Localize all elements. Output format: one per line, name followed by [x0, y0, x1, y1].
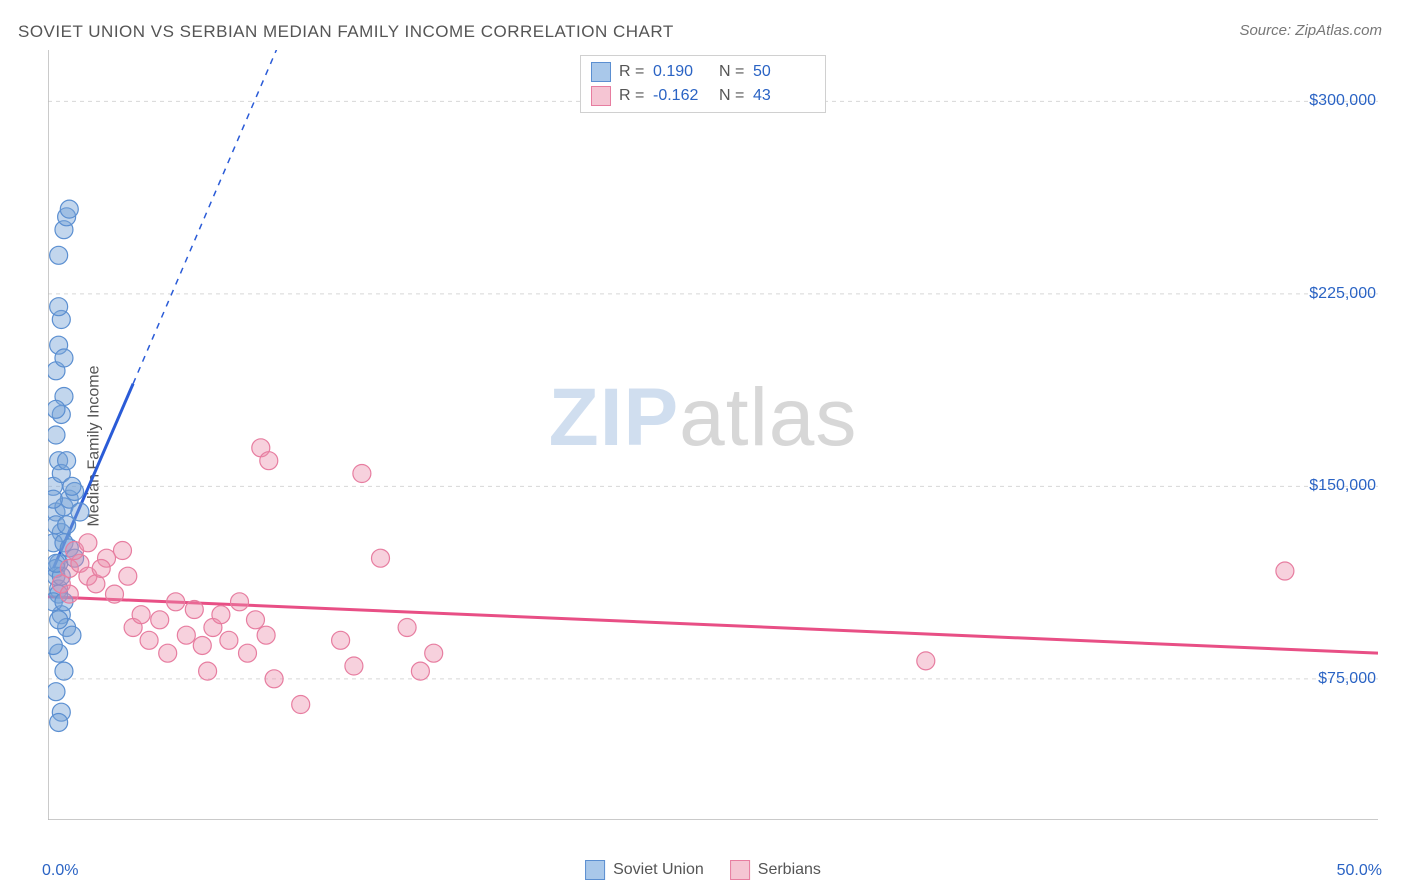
legend-item-serbian: Serbians — [730, 860, 821, 880]
swatch-soviet-bottom — [585, 860, 605, 880]
y-tick-label: $150,000 — [1309, 477, 1376, 495]
y-tick-label: $75,000 — [1318, 670, 1376, 688]
legend-item-soviet: Soviet Union — [585, 860, 704, 880]
x-axis-min: 0.0% — [42, 862, 78, 880]
legend-serbian-label: Serbians — [758, 861, 821, 879]
swatch-soviet — [591, 62, 611, 82]
legend-soviet-label: Soviet Union — [613, 861, 704, 879]
legend-row-soviet: R = 0.190 N = 50 — [591, 60, 811, 84]
x-axis-max: 50.0% — [1337, 862, 1382, 880]
y-tick-label: $300,000 — [1309, 92, 1376, 110]
legend-r-label-2: R = — [619, 84, 645, 108]
source-label: Source: ZipAtlas.com — [1239, 22, 1382, 39]
legend-soviet-n: 50 — [753, 60, 811, 84]
chart-title: SOVIET UNION VS SERBIAN MEDIAN FAMILY IN… — [18, 22, 674, 42]
legend-serbian-n: 43 — [753, 84, 811, 108]
legend-n-label: N = — [719, 60, 745, 84]
y-tick-label: $225,000 — [1309, 285, 1376, 303]
legend-n-label-2: N = — [719, 84, 745, 108]
legend-correlation: R = 0.190 N = 50 R = -0.162 N = 43 — [580, 55, 826, 113]
legend-serbian-r: -0.162 — [653, 84, 711, 108]
legend-r-label: R = — [619, 60, 645, 84]
legend-soviet-r: 0.190 — [653, 60, 711, 84]
chart-svg — [48, 50, 1378, 820]
legend-row-serbian: R = -0.162 N = 43 — [591, 84, 811, 108]
swatch-serbian-bottom — [730, 860, 750, 880]
chart-container: SOVIET UNION VS SERBIAN MEDIAN FAMILY IN… — [0, 0, 1406, 892]
legend-series: Soviet Union Serbians — [585, 860, 821, 880]
swatch-serbian — [591, 86, 611, 106]
